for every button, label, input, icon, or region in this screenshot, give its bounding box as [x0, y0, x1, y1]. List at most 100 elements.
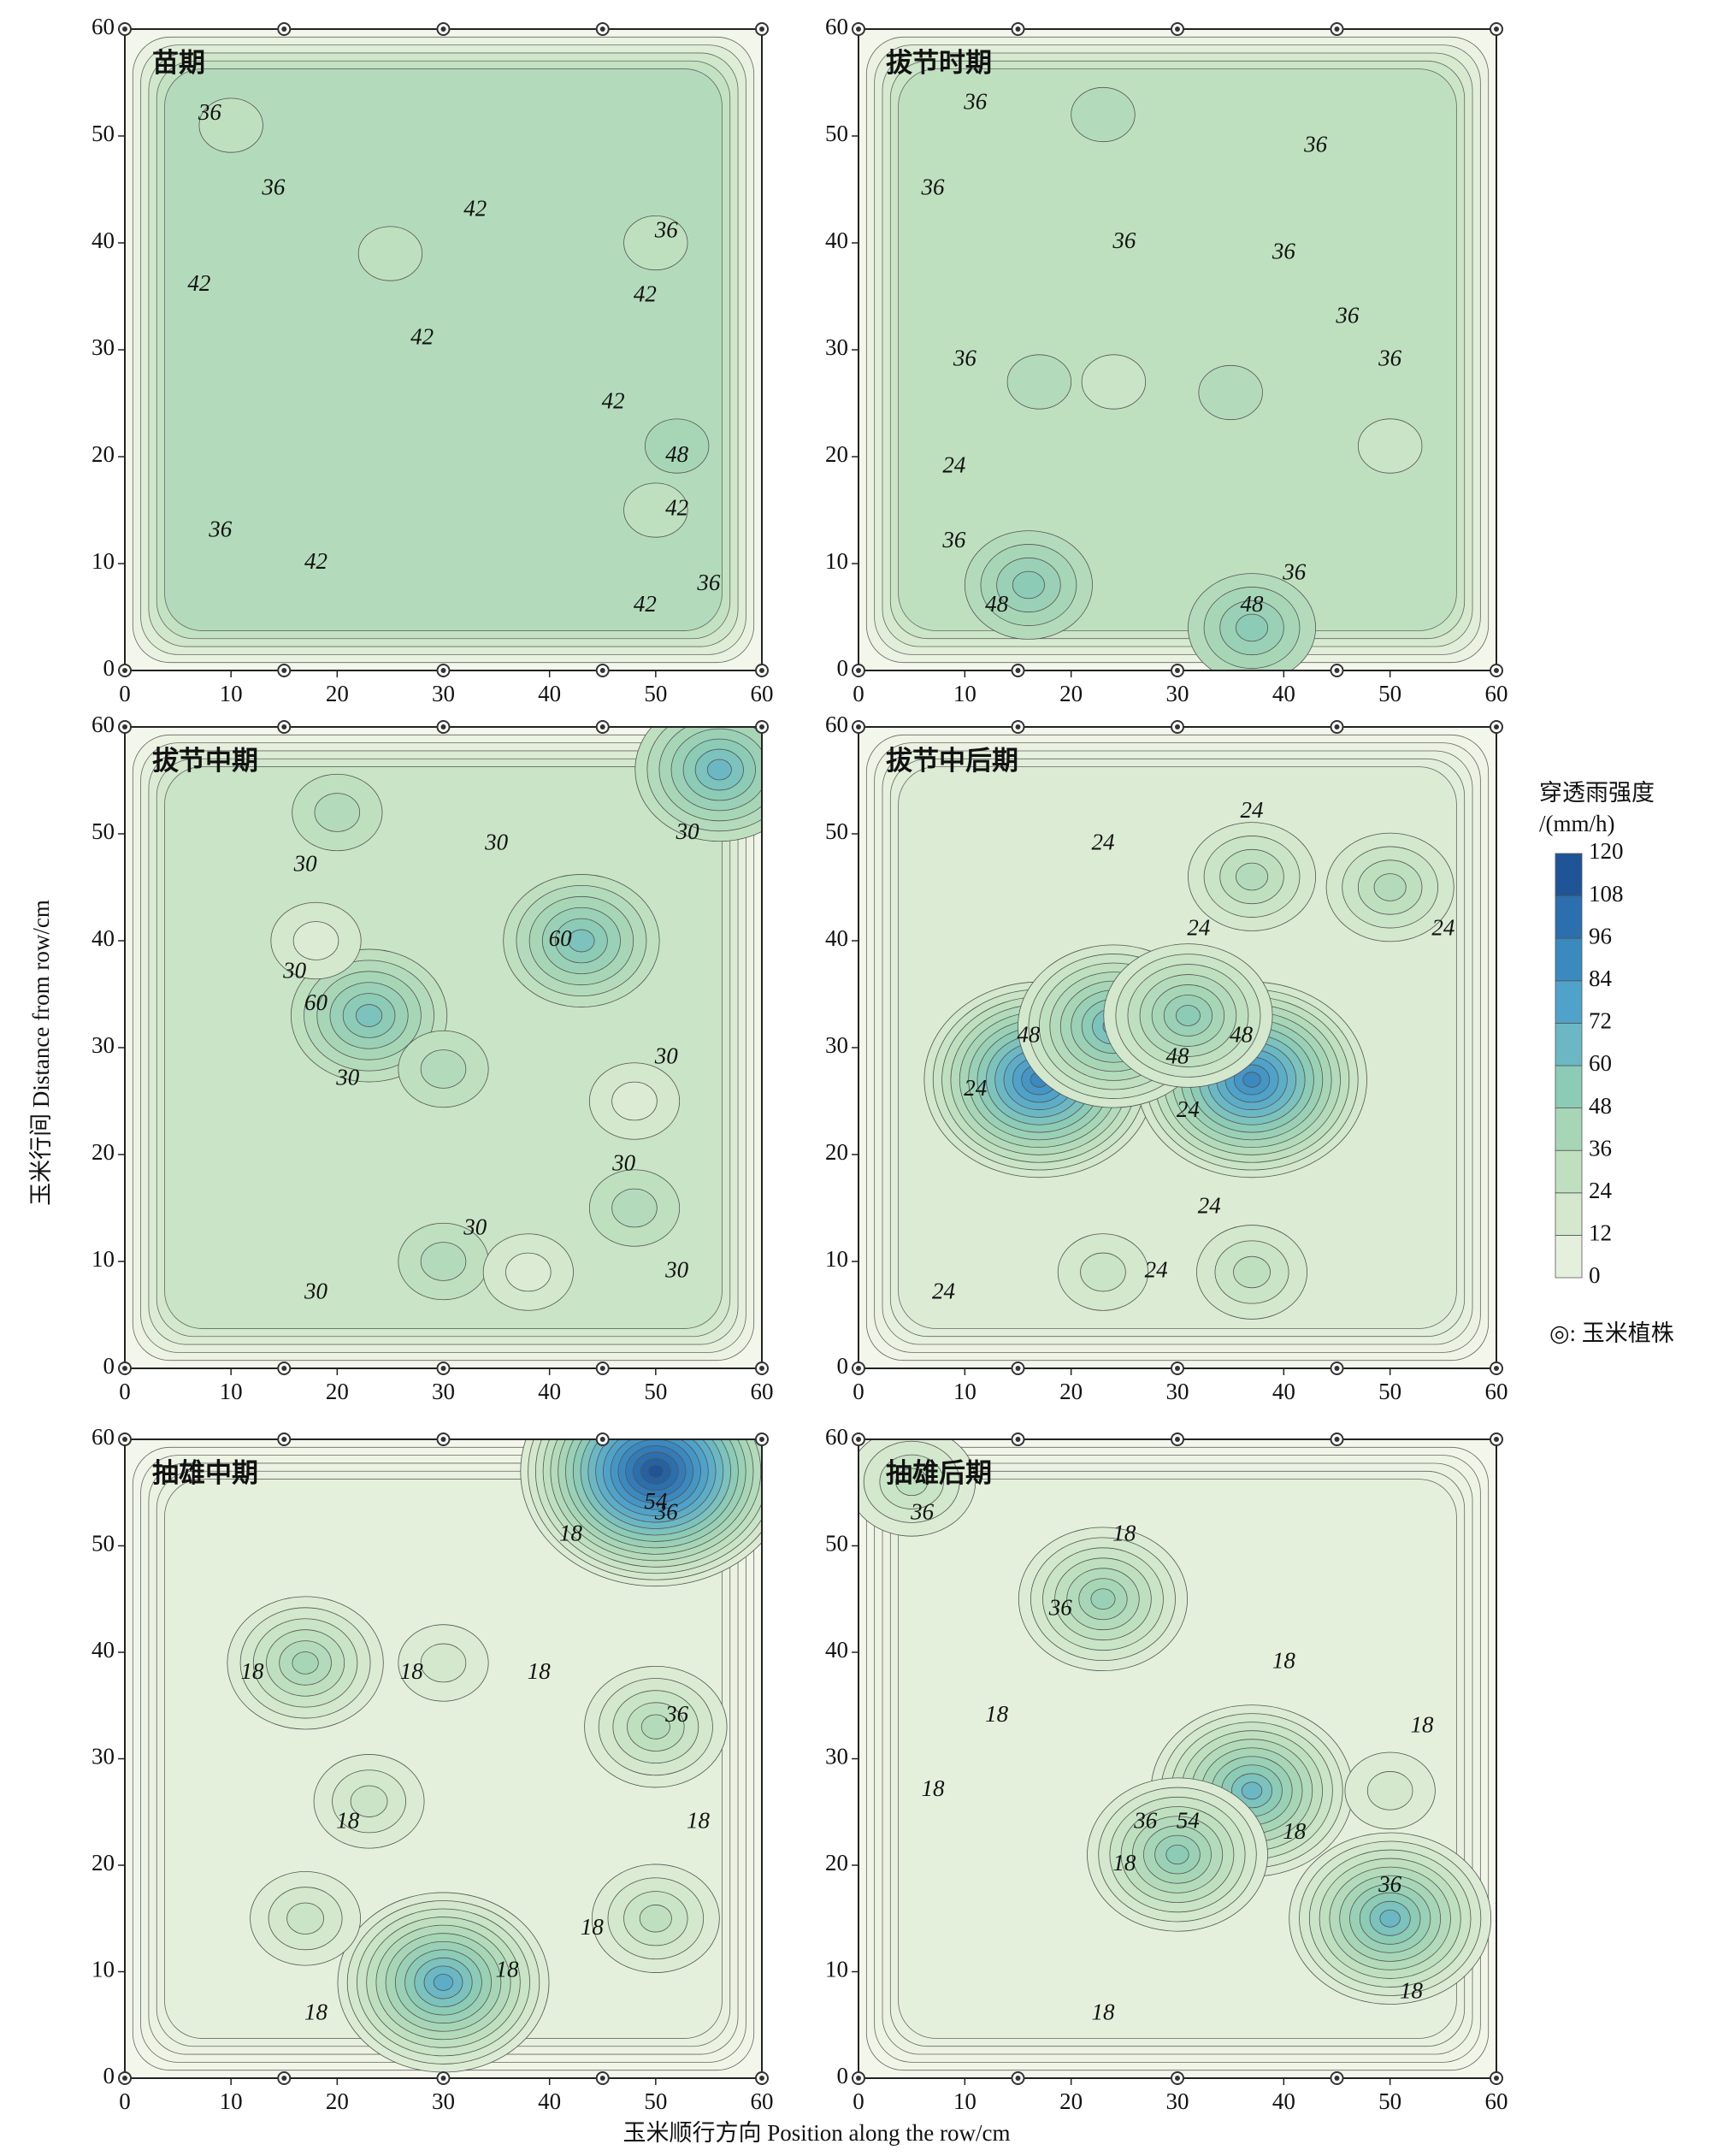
contour-ring	[505, 1252, 552, 1292]
contour-label: 18	[400, 1658, 424, 1684]
y-tick-label: 60	[825, 712, 848, 737]
colorbar-swatch	[1555, 1065, 1583, 1108]
plant-dot	[1334, 1437, 1340, 1442]
colorbar-tick-label: 60	[1589, 1050, 1612, 1076]
y-tick-label: 30	[825, 1744, 848, 1769]
plant-dot	[759, 27, 764, 32]
contour-label: 42	[187, 270, 210, 296]
y-tick-label: 20	[825, 441, 848, 467]
x-tick-label: 30	[432, 1379, 455, 1404]
y-tick-label: 50	[91, 818, 115, 844]
plant-dot	[1175, 27, 1180, 32]
x-tick-label: 40	[1272, 681, 1295, 706]
y-tick-label: 60	[91, 1424, 115, 1450]
contour-ring	[292, 921, 339, 960]
x-tick-label: 10	[220, 681, 243, 706]
contour-label: 18	[1283, 1818, 1307, 1844]
plant-dot	[1015, 1366, 1021, 1371]
contour-label: 60	[304, 989, 328, 1015]
contour-label: 24	[1187, 915, 1210, 941]
x-tick-label: 50	[644, 1379, 667, 1404]
plant-dot	[856, 1366, 861, 1371]
plant-dot	[1334, 668, 1340, 673]
contour-label: 18	[1112, 1520, 1136, 1545]
y-tick-label: 60	[825, 14, 848, 39]
contour-ring	[895, 1468, 929, 1497]
x-tick-label: 20	[1059, 681, 1083, 706]
plant-dot	[1015, 1437, 1021, 1442]
x-tick-label: 50	[1378, 681, 1401, 706]
x-tick-label: 0	[119, 681, 131, 706]
contour-ring	[1081, 354, 1147, 410]
colorbar-swatch	[1555, 980, 1583, 1024]
contour-ring	[1198, 364, 1263, 421]
plant-dot	[281, 1437, 287, 1442]
x-tick-label: 60	[751, 2088, 774, 2114]
contour-ring	[639, 1905, 672, 1933]
x-tick-label: 20	[326, 2088, 349, 2114]
contour-label: 36	[1282, 559, 1307, 585]
contour-label: 48	[985, 591, 1009, 617]
contour-label: 36	[654, 217, 679, 243]
contour-label: 42	[634, 591, 657, 617]
y-tick-label: 0	[837, 2063, 849, 2088]
plant-dot	[122, 668, 127, 673]
contour-label: 42	[410, 324, 434, 350]
contour-label: 42	[304, 548, 327, 574]
x-tick-label: 10	[220, 1379, 243, 1404]
contour-label: 36	[664, 1701, 689, 1727]
contour-ring	[623, 215, 688, 271]
plant-dot	[1334, 2076, 1340, 2081]
x-tick-label: 60	[751, 1379, 774, 1404]
x-tick-label: 20	[1059, 2088, 1083, 2114]
contour-label: 30	[304, 1279, 328, 1304]
plant-dot	[759, 668, 764, 673]
y-tick-label: 20	[825, 1139, 848, 1165]
colorbar-swatch	[1555, 1023, 1583, 1066]
contour-label: 18	[1410, 1711, 1434, 1737]
colorbar-tick-label: 84	[1589, 966, 1613, 991]
colorbar-tick-label: 24	[1589, 1178, 1613, 1203]
plant-dot	[759, 2076, 764, 2081]
contour-ring	[420, 1049, 467, 1089]
contour-label: 36	[1112, 227, 1136, 253]
y-tick-label: 30	[91, 1744, 115, 1769]
contour-ring	[420, 1242, 467, 1281]
contour-label: 60	[549, 925, 573, 951]
contour-ring	[1366, 1771, 1413, 1810]
y-tick-label: 50	[91, 1531, 115, 1556]
x-tick-label: 40	[1272, 2088, 1295, 2114]
y-tick-label: 10	[825, 1246, 848, 1272]
contour-label: 24	[1145, 1257, 1168, 1283]
contour-label: 48	[665, 441, 689, 467]
contour-label: 30	[664, 1257, 689, 1283]
x-tick-label: 40	[538, 2088, 561, 2114]
plant-dot	[1494, 27, 1499, 32]
panel: 24 24 24 24 24 24 24 24 24 48 48 48 拔节中后期 0 10 20 30 40 50…	[825, 712, 1508, 1404]
x-tick-label: 0	[853, 681, 864, 706]
y-tick-label: 40	[825, 227, 848, 253]
plant-dot	[1494, 668, 1499, 673]
y-tick-label: 40	[825, 925, 848, 951]
contour-ring	[1006, 354, 1072, 410]
colorbar-tick-label: 96	[1589, 923, 1612, 948]
plant-dot	[856, 27, 861, 32]
plot-area	[125, 29, 762, 670]
y-tick-label: 40	[91, 925, 115, 951]
x-tick-label: 50	[644, 681, 667, 706]
contour-ring	[1373, 873, 1407, 901]
x-tick-label: 20	[326, 681, 349, 706]
contour-label: 24	[1198, 1193, 1221, 1219]
y-tick-label: 60	[825, 1424, 848, 1450]
plant-dot	[122, 1437, 127, 1442]
y-tick-label: 40	[825, 1637, 848, 1663]
y-tick-label: 30	[91, 334, 115, 360]
plot-area	[125, 1439, 762, 2078]
y-tick-label: 10	[91, 1246, 115, 1272]
contour-label: 36	[1133, 1807, 1158, 1833]
plant-dot	[599, 27, 605, 32]
x-tick-label: 50	[644, 2088, 667, 2114]
contour-ring	[1235, 862, 1269, 891]
contour-label: 48	[1241, 591, 1265, 617]
plant-dot	[1334, 1366, 1340, 1371]
